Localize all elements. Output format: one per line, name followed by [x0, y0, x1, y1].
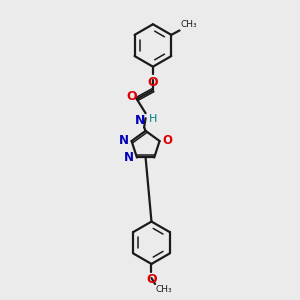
Text: O: O	[148, 76, 158, 88]
Text: O: O	[146, 273, 157, 286]
Text: H: H	[149, 114, 157, 124]
Text: CH₃: CH₃	[180, 20, 197, 29]
Text: N: N	[118, 134, 129, 147]
Text: N: N	[124, 151, 134, 164]
Text: CH₃: CH₃	[156, 285, 172, 294]
Text: N: N	[135, 114, 145, 128]
Text: O: O	[126, 91, 137, 103]
Text: O: O	[163, 134, 172, 147]
